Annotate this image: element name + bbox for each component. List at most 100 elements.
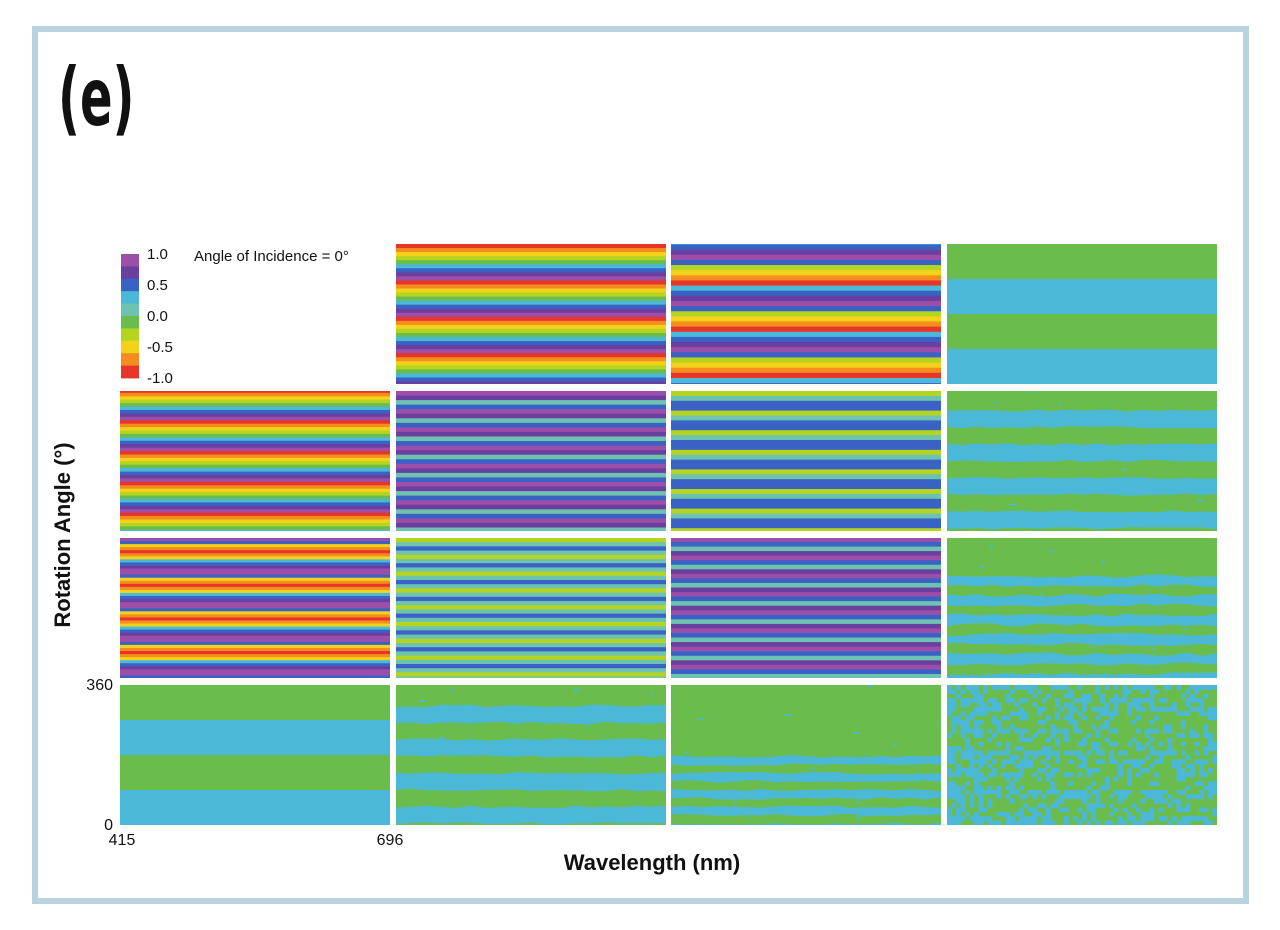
heatmap-band <box>671 498 941 505</box>
heatmap-band <box>120 468 390 473</box>
heatmap-cell <box>951 702 957 708</box>
heatmap-band <box>396 357 666 362</box>
heatmap-cell <box>1127 689 1132 695</box>
heatmap-band <box>396 252 666 257</box>
heatmap-cell <box>1149 689 1155 695</box>
colorbar: 1.0 0.5 0.0 -0.5 -1.0 <box>121 246 173 387</box>
heatmap-cell <box>1055 759 1060 765</box>
heatmap-cell <box>1023 750 1029 756</box>
heatmap-cell <box>1001 759 1006 765</box>
heatmap-cell <box>960 798 966 804</box>
heatmap-cell <box>1167 746 1173 751</box>
heatmap-band <box>671 542 941 548</box>
heatmap-cell <box>1136 741 1141 747</box>
heatmap-band <box>396 617 666 623</box>
heatmap-cell <box>1032 733 1038 738</box>
heatmap-cell <box>1077 755 1083 760</box>
heatmap-speckle <box>809 767 815 770</box>
heatmap-cell <box>951 785 957 791</box>
heatmap-cell <box>1163 750 1168 756</box>
heatmap-cell <box>996 750 1002 756</box>
heatmap-cell <box>1077 820 1083 825</box>
heatmap-cell <box>1190 685 1195 690</box>
heatmap-cell <box>1041 768 1047 773</box>
colorbar-segment <box>121 328 139 342</box>
heatmap-cell <box>1095 790 1101 795</box>
heatmap-cell <box>1109 711 1114 716</box>
heatmap-cell <box>992 706 997 712</box>
heatmap-panel <box>671 538 941 678</box>
heatmap-cell <box>1190 733 1195 738</box>
heatmap-cell <box>1163 698 1168 703</box>
heatmap-cell <box>1095 803 1101 808</box>
heatmap-cell <box>1109 741 1114 747</box>
heatmap-cell <box>1068 794 1074 800</box>
heatmap-cell <box>1086 794 1092 800</box>
heatmap-band <box>120 505 390 510</box>
heatmap-speckle <box>643 779 651 781</box>
heatmap-cell <box>987 706 993 712</box>
heatmap-cell <box>1212 715 1217 721</box>
heatmap-band <box>120 647 390 652</box>
heatmap-cell <box>951 715 957 721</box>
heatmap-cell <box>1100 693 1105 699</box>
heatmap-band <box>120 396 390 401</box>
heatmap-band <box>671 610 941 616</box>
heatmap-cell <box>1172 816 1177 821</box>
heatmap-cell <box>1149 702 1155 708</box>
heatmap-cell <box>1208 790 1213 795</box>
heatmap-cell <box>1005 715 1011 721</box>
heatmap-cell <box>983 685 988 690</box>
heatmap-cell <box>1131 737 1137 743</box>
heatmap-cell <box>1019 711 1024 716</box>
heatmap-cell <box>992 750 997 756</box>
heatmap-cell <box>1154 798 1159 804</box>
heatmap-cell <box>960 750 966 756</box>
heatmap-cell <box>1095 685 1101 690</box>
heatmap-band <box>396 304 666 310</box>
heatmap-band <box>396 613 666 619</box>
heatmap-band <box>396 609 666 615</box>
heatmap-cell <box>1149 698 1155 703</box>
heatmap-cell <box>965 811 970 817</box>
heatmap-cell <box>1118 698 1123 703</box>
heatmap-cell <box>1019 706 1024 712</box>
heatmap-band <box>120 583 390 588</box>
heatmap-band <box>671 435 941 441</box>
heatmap-cell <box>956 685 961 690</box>
heatmap-cell <box>1131 720 1137 725</box>
heatmap-band <box>396 672 666 678</box>
heatmap-cell <box>1091 741 1096 747</box>
heatmap-cell <box>1167 685 1173 690</box>
heatmap-band <box>120 492 390 497</box>
heatmap-band <box>120 406 390 411</box>
heatmap-cell <box>1203 711 1209 716</box>
heatmap-band <box>120 544 390 548</box>
heatmap-cell <box>1194 741 1200 747</box>
heatmap-cell <box>1064 750 1069 756</box>
heatmap-cell <box>1181 733 1186 738</box>
heatmap-cell <box>969 794 975 800</box>
heatmap-cell <box>1203 750 1209 756</box>
heatmap-cell <box>1136 715 1141 721</box>
heatmap-cell <box>1145 755 1150 760</box>
heatmap-cell <box>983 776 988 782</box>
heatmap-cell <box>1091 746 1096 751</box>
heatmap-band <box>396 638 666 644</box>
heatmap-cell <box>1014 776 1020 782</box>
heatmap-cell <box>1158 755 1164 760</box>
heatmap-cell <box>978 750 984 756</box>
heatmap-band <box>671 508 941 515</box>
heatmap-speckle <box>988 520 994 523</box>
heatmap-cell <box>1046 816 1051 821</box>
heatmap-cell <box>1158 790 1164 795</box>
heatmap-cell <box>1140 698 1146 703</box>
heatmap-band <box>120 620 390 625</box>
heatmap-cell <box>1028 816 1033 821</box>
heatmap-band <box>671 326 941 333</box>
heatmap-band <box>396 349 666 354</box>
heatmap-cell <box>1010 698 1015 703</box>
heatmap-cell <box>1199 816 1204 821</box>
heatmap-cell <box>996 685 1002 690</box>
heatmap-cell <box>1077 750 1083 756</box>
